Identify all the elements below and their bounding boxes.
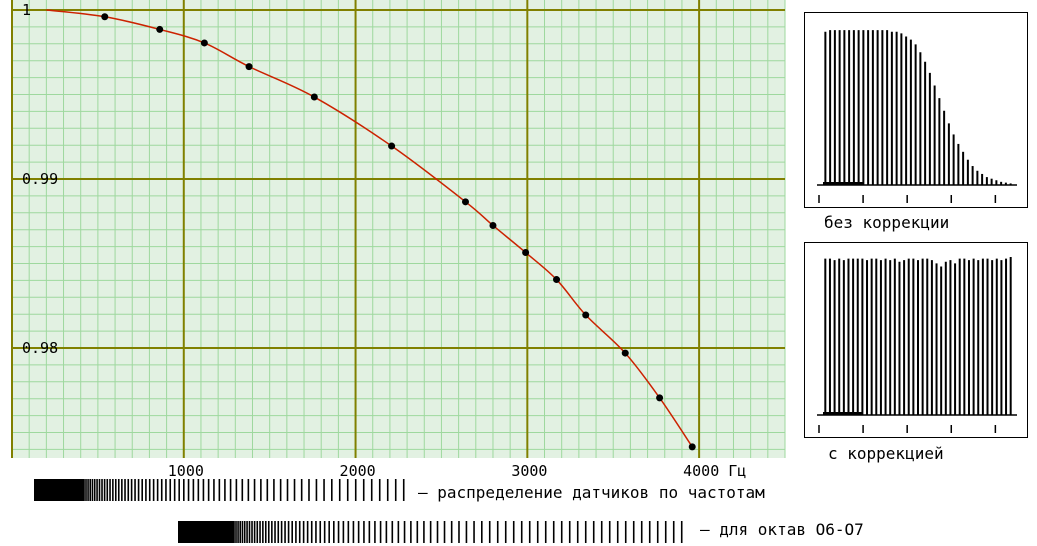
x-tick-label: 3000 [511, 462, 547, 480]
data-point [553, 276, 561, 284]
series-curve [46, 9, 693, 448]
data-point [489, 221, 497, 229]
data-point [245, 63, 253, 71]
legend-octaves: — для октав О6-О7 [700, 520, 864, 539]
data-point [688, 443, 696, 451]
x-tick-label: 4000 Гц [683, 462, 746, 480]
legend-distribution: — распределение датчиков по частотам [418, 483, 765, 502]
histogram-low-band [823, 412, 863, 415]
series-markers [101, 13, 696, 451]
strip-dense-block [34, 479, 84, 501]
major-grid [11, 0, 785, 458]
data-point [656, 394, 664, 402]
y-tick-label: 0.99 [22, 170, 58, 188]
legend-octaves-text: для октав О6-О7 [719, 520, 864, 539]
data-point [461, 198, 469, 206]
histogram-panel-uncorrected [804, 12, 1028, 208]
data-point [101, 13, 109, 21]
data-point [621, 349, 629, 357]
x-tick-label: 1000 [168, 462, 204, 480]
y-tick-label: 0.98 [22, 339, 58, 357]
data-point [310, 93, 318, 101]
caption-corrected: с коррекцией [828, 444, 944, 463]
legend-dash: — [418, 483, 438, 502]
data-point [156, 25, 164, 33]
main-line-chart: 1000 2000 3000 4000 Гц 1 0.99 0.98 [11, 0, 786, 480]
data-point [200, 39, 208, 47]
data-point [522, 249, 530, 257]
legend-dash-2: — [700, 520, 720, 539]
plot-area [12, 0, 785, 458]
octave-strip [178, 521, 683, 543]
histogram-corrected [817, 257, 1017, 433]
sensor-distribution-strip [34, 479, 405, 501]
x-tick-label: 2000 [340, 462, 376, 480]
data-point [582, 311, 590, 319]
strip-dense-block [178, 521, 234, 543]
histogram-panel-corrected [804, 242, 1028, 438]
x-tick-labels: 1000 2000 3000 4000 Гц [168, 462, 747, 480]
histogram-low-band [823, 182, 863, 185]
y-tick-label: 1 [22, 1, 31, 19]
data-point [388, 142, 396, 150]
legend-distribution-text: распределение датчиков по частотам [437, 483, 765, 502]
y-tick-labels: 1 0.99 0.98 [22, 1, 58, 357]
histogram-uncorrected [817, 30, 1017, 203]
caption-uncorrected: без коррекции [824, 213, 950, 232]
